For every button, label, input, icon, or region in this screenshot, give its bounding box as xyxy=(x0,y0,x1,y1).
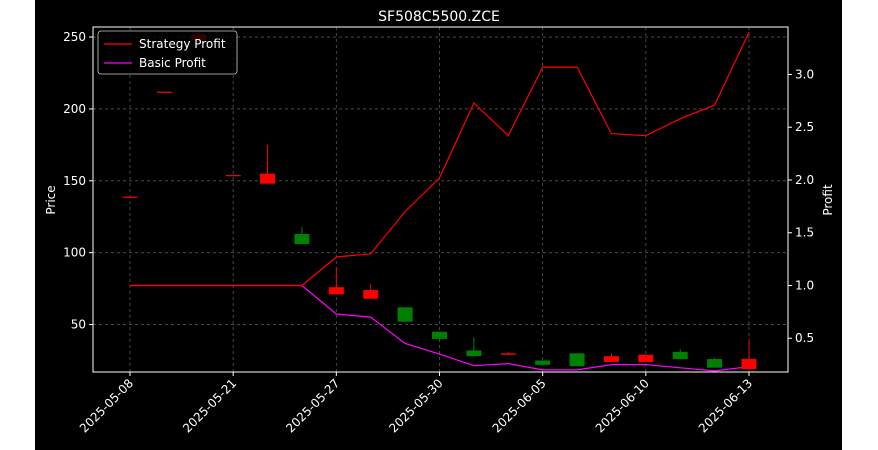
strategy-profit-line xyxy=(130,32,750,287)
y-axis-label-right: Profit xyxy=(821,184,835,216)
x-tick-label-1: 2025-05-21 xyxy=(180,376,239,435)
chart-panel: SF508C5500.ZCE 50 100 150 200 250 0.5 1.0 1.5 2… xyxy=(35,0,842,450)
candle-body-7 xyxy=(363,290,379,299)
candle-body-16 xyxy=(672,351,688,360)
price-profit-chart: SF508C5500.ZCE 50 100 150 200 250 0.5 1.0 1.5 2… xyxy=(44,9,835,435)
candle-body-8 xyxy=(397,307,413,322)
right-tick-label-2: 1.5 xyxy=(795,226,814,240)
right-tick-label-5: 3.0 xyxy=(795,67,814,81)
candle-body-14 xyxy=(603,356,619,362)
candle-body-1 xyxy=(156,91,172,93)
left-tick-label-0: 50 xyxy=(71,318,86,332)
legend-box xyxy=(97,30,238,75)
x-axis: 2025-05-08 2025-05-21 2025-05-27 2025-05-30… xyxy=(77,372,755,435)
legend: Strategy Profit Basic Profit xyxy=(97,30,238,75)
plot-frame xyxy=(92,26,789,373)
candle-body-11 xyxy=(500,353,516,355)
y-axis-label-left: Price xyxy=(44,185,58,214)
candle-body-5 xyxy=(294,234,310,245)
x-tick-label-3: 2025-05-30 xyxy=(386,376,445,435)
right-tick-label-3: 2.0 xyxy=(795,173,814,187)
candle-body-17 xyxy=(707,359,723,368)
left-y-axis: 50 100 150 200 250 xyxy=(63,30,93,332)
left-tick-label-3: 200 xyxy=(63,102,86,116)
grid xyxy=(93,27,788,372)
candle-body-6 xyxy=(328,287,344,295)
x-tick-label-4: 2025-06-05 xyxy=(490,376,549,435)
candle-body-9 xyxy=(432,331,447,339)
x-tick-label-0: 2025-05-08 xyxy=(77,376,136,435)
candle-body-10 xyxy=(466,350,482,357)
x-tick-label-5: 2025-06-10 xyxy=(593,376,652,435)
x-tick-label-2: 2025-05-27 xyxy=(283,376,342,435)
left-tick-label-1: 100 xyxy=(63,246,86,260)
chart-title: SF508C5500.ZCE xyxy=(378,9,500,25)
right-y-axis: 0.5 1.0 1.5 2.0 2.5 3.0 xyxy=(788,67,814,345)
candle-body-3 xyxy=(225,175,241,177)
candle-body-4 xyxy=(260,173,276,184)
legend-label-basic: Basic Profit xyxy=(139,56,206,70)
candle-body-18 xyxy=(741,359,757,370)
right-tick-label-1: 1.0 xyxy=(795,278,814,292)
candle-body-0 xyxy=(122,196,138,198)
x-tick-label-6: 2025-06-13 xyxy=(696,376,755,435)
legend-label-strategy: Strategy Profit xyxy=(139,37,226,51)
candle-body-15 xyxy=(638,354,654,362)
right-tick-label-4: 2.5 xyxy=(795,120,814,134)
left-tick-label-4: 250 xyxy=(63,30,86,44)
candle-body-12 xyxy=(535,360,551,365)
right-tick-label-0: 0.5 xyxy=(795,331,814,345)
strategy-profit-series xyxy=(130,32,750,287)
left-tick-label-2: 150 xyxy=(63,174,86,188)
candle-body-13 xyxy=(569,353,585,367)
